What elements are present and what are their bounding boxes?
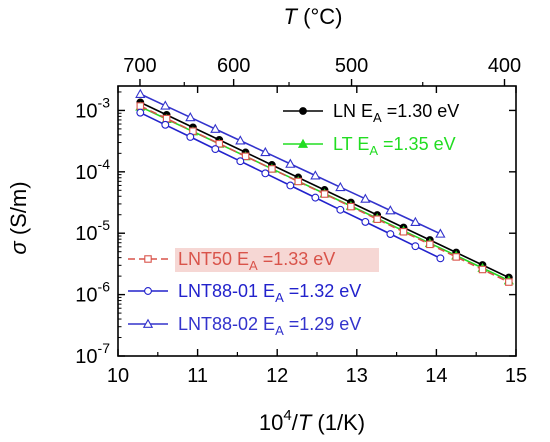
y-tick-label: 10-3: [75, 94, 110, 122]
series-lnt50: [136, 102, 513, 286]
legend-entry-ln: LN EA =1.30 eV: [283, 101, 459, 125]
data-point: [268, 165, 276, 173]
x-tick-label: 13: [346, 365, 368, 387]
y-tick-label: 10-6: [75, 279, 110, 307]
legend-label: LT EA =1.35 eV: [333, 134, 456, 158]
data-point: [310, 170, 321, 180]
data-point: [426, 240, 434, 249]
legend-marker: [144, 255, 152, 263]
data-point: [260, 146, 271, 157]
data-point: [136, 102, 145, 110]
data-point: [435, 228, 446, 238]
data-point: [335, 181, 346, 192]
data-point: [478, 265, 487, 274]
legend-label: LNT88-01 EA =1.32 eV: [178, 281, 361, 305]
top-tick-label: 500: [335, 55, 368, 77]
data-point: [261, 169, 270, 178]
legend-marker: [297, 138, 309, 148]
x-tick-label: 14: [425, 365, 447, 387]
legend-label: LN EA =1.30 eV: [333, 101, 459, 125]
legend-entry-lnt88-02: LNT88-02 EA =1.29 eV: [128, 314, 361, 338]
top-axis-label: T (°C): [284, 4, 343, 29]
data-point: [399, 228, 408, 236]
legend-entry-lnt88-01: LNT88-01 EA =1.32 eV: [128, 281, 361, 305]
data-point: [211, 145, 220, 154]
data-point: [505, 278, 513, 286]
data-point: [311, 193, 320, 202]
data-point: [361, 217, 370, 226]
y-axis-label: σ (S/m): [6, 181, 31, 254]
data-point: [360, 193, 371, 203]
data-point: [215, 139, 224, 148]
data-point: [162, 114, 171, 123]
data-point: [294, 177, 302, 186]
legend-marker: [142, 318, 154, 328]
legend: LN EA =1.30 eV LT EA =1.35 eV LNT50 EA =1.…: [128, 101, 459, 338]
legend-marker: [299, 107, 307, 115]
legend-entry-lt: LT EA =1.35 eV: [283, 134, 456, 158]
data-point: [385, 205, 396, 215]
x-tick-label: 12: [266, 365, 288, 387]
data-point: [286, 181, 295, 190]
data-point: [235, 135, 246, 145]
legend-label: LNT50 EA =1.33 eV: [178, 249, 335, 273]
data-point: [186, 132, 195, 141]
series-layer: [135, 88, 514, 286]
data-point: [411, 242, 420, 251]
top-tick-label: 400: [488, 55, 521, 77]
x-tick-label: 10: [107, 365, 129, 387]
data-point: [373, 215, 381, 223]
data-point: [320, 190, 329, 198]
legend-marker: [144, 287, 152, 295]
data-point: [236, 157, 245, 166]
data-point: [386, 230, 395, 238]
data-point: [347, 202, 355, 211]
top-tick-label: 600: [217, 55, 250, 77]
x-tick-label: 15: [505, 365, 527, 387]
data-point: [160, 100, 171, 110]
data-point: [285, 158, 296, 168]
x-tick-label: 11: [187, 365, 208, 387]
legend-label: LNT88-02 EA =1.29 eV: [178, 314, 361, 338]
data-point: [241, 152, 250, 161]
data-point: [210, 123, 221, 133]
data-point: [161, 120, 170, 129]
data-point: [436, 254, 445, 263]
legend-entry-lnt50: LNT50 EA =1.33 eV: [128, 248, 379, 273]
data-point: [185, 111, 196, 122]
y-tick-label: 10-5: [75, 217, 110, 245]
y-tick-label: 10-7: [75, 340, 110, 368]
x-axis-label: 104/T (1/K): [259, 407, 365, 435]
legend-highlight: [175, 248, 379, 272]
data-point: [410, 216, 421, 227]
data-point: [452, 253, 460, 261]
axes-layer: 10 11 12 13 14 15 700 600 500 400 10-7 10-6 10-5 10-4…: [75, 55, 527, 387]
data-point: [336, 205, 345, 214]
data-point: [135, 88, 146, 98]
data-point: [136, 108, 145, 117]
series-lnt88-01: [136, 108, 445, 263]
y-tick-label: 10-4: [75, 156, 110, 184]
series-lnt88-02: [135, 88, 446, 238]
top-tick-label: 700: [123, 55, 156, 77]
